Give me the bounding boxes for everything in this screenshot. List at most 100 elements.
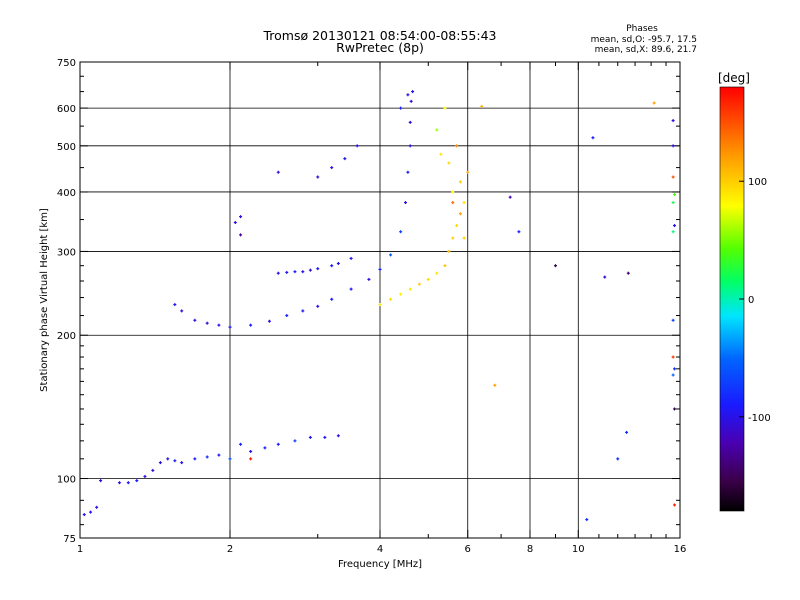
- data-point: [671, 201, 675, 205]
- x-tick-label: 10: [572, 544, 585, 555]
- data-point: [408, 120, 412, 124]
- data-point: [585, 518, 589, 522]
- data-point: [409, 99, 413, 103]
- data-point: [435, 271, 439, 275]
- data-point: [263, 446, 267, 450]
- data-point: [135, 479, 139, 483]
- data-point: [480, 104, 484, 108]
- axis-ticks: 1 2 4 6 8 10 16 75 100 200 300 400 500 600 750: [57, 58, 686, 555]
- data-point: [671, 119, 675, 123]
- data-point: [301, 270, 305, 274]
- x-tick-label: 16: [674, 544, 687, 555]
- y-tick-label: 75: [63, 534, 76, 545]
- data-point: [447, 249, 451, 253]
- x-axis-title: Frequency [MHz]: [338, 559, 422, 570]
- data-point: [316, 267, 320, 271]
- grid-lines: [80, 62, 680, 538]
- data-point: [233, 221, 237, 225]
- data-point: [285, 314, 289, 318]
- data-point: [378, 267, 382, 271]
- data-point: [316, 175, 320, 179]
- data-point: [173, 303, 177, 307]
- data-point: [239, 215, 243, 219]
- colorbar-ticks: 100 0 -100: [739, 177, 771, 424]
- data-point: [426, 277, 430, 281]
- data-point: [193, 318, 197, 322]
- data-point: [466, 170, 470, 174]
- data-point: [180, 461, 184, 465]
- data-point: [166, 457, 170, 461]
- data-point: [336, 434, 340, 438]
- data-point: [455, 224, 459, 228]
- data-point: [673, 367, 677, 371]
- data-point: [367, 277, 371, 281]
- y-tick-label: 100: [57, 475, 76, 486]
- data-point: [173, 459, 177, 463]
- x-tick-label: 1: [77, 544, 83, 555]
- data-point: [158, 461, 162, 465]
- data-point: [458, 180, 462, 184]
- y-tick-label: 500: [57, 142, 76, 153]
- data-point: [673, 503, 677, 507]
- data-point: [411, 90, 415, 94]
- data-point: [508, 195, 512, 199]
- data-point: [408, 287, 412, 291]
- colorbar-tick-label: 0: [748, 295, 754, 306]
- data-point: [217, 453, 221, 457]
- y-tick-label: 400: [57, 188, 76, 199]
- data-point: [399, 106, 403, 110]
- data-point: [117, 481, 121, 485]
- y-tick-label: 750: [57, 58, 76, 69]
- data-point: [389, 253, 393, 257]
- data-point: [403, 201, 407, 205]
- colorbar-tick-label: 100: [748, 177, 767, 188]
- data-point: [205, 321, 209, 325]
- y-tick-label: 200: [57, 331, 76, 342]
- x-tick-label: 6: [465, 544, 471, 555]
- stats-line-x: mean, sd,X: 89.6, 21.7: [595, 45, 697, 55]
- data-point: [652, 101, 656, 105]
- data-point: [671, 355, 675, 359]
- data-point: [616, 457, 620, 461]
- data-point: [673, 407, 677, 411]
- data-point: [308, 435, 312, 439]
- data-point: [603, 275, 607, 279]
- data-point: [493, 383, 497, 387]
- data-point: [293, 270, 297, 274]
- data-point: [217, 323, 221, 327]
- data-point: [443, 264, 447, 268]
- data-point: [349, 287, 353, 291]
- chart-subtitle: RwPretec (8p): [336, 40, 424, 55]
- data-point: [343, 157, 347, 161]
- colorbar-label: [deg]: [718, 71, 750, 85]
- data-point: [462, 236, 466, 240]
- data-point: [239, 233, 243, 237]
- data-point: [82, 513, 86, 517]
- data-point: [126, 481, 130, 485]
- colorbar-tick-label: -100: [748, 413, 771, 424]
- data-point: [276, 271, 280, 275]
- data-point: [399, 292, 403, 296]
- data-point: [355, 144, 359, 148]
- data-point: [316, 304, 320, 308]
- data-point: [308, 268, 312, 272]
- data-point: [336, 261, 340, 265]
- data-point: [447, 161, 451, 165]
- data-point: [399, 230, 403, 234]
- data-point: [330, 264, 334, 268]
- stats-line-o: mean, sd,O: -95.7, 17.5: [591, 35, 697, 45]
- y-tick-label: 300: [57, 247, 76, 258]
- data-point: [451, 201, 455, 205]
- data-point: [517, 230, 521, 234]
- data-point: [180, 309, 184, 313]
- chart-title: Tromsø 20130121 08:54:00-08:55:43: [262, 28, 496, 43]
- data-point: [293, 439, 297, 443]
- y-tick-label: 600: [57, 104, 76, 115]
- data-point: [249, 449, 253, 453]
- x-tick-label: 2: [227, 544, 233, 555]
- data-point: [276, 170, 280, 174]
- data-point: [249, 323, 253, 327]
- data-points: [82, 90, 677, 522]
- data-point: [301, 309, 305, 313]
- data-point: [406, 170, 410, 174]
